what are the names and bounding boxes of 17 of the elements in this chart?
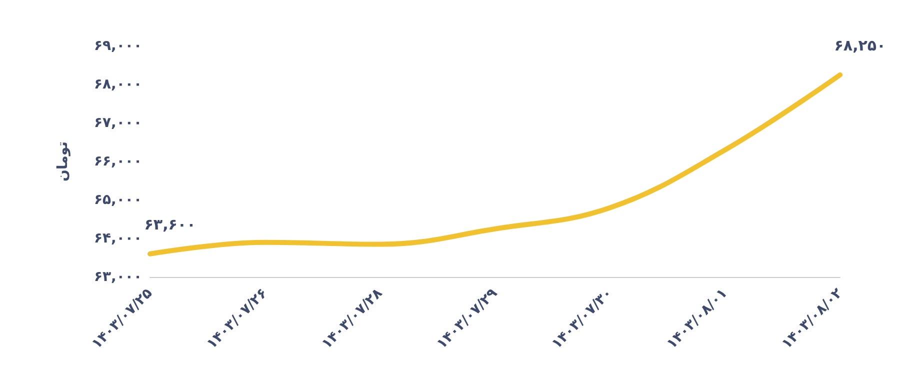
y-tick-label: ۶۸,۰۰۰	[94, 76, 142, 92]
y-tick-label: ۶۵,۰۰۰	[94, 192, 142, 208]
x-tick-label: ۱۴۰۳/۰۷/۲۶	[204, 285, 271, 352]
y-tick-label: ۶۷,۰۰۰	[94, 115, 142, 131]
x-tick-label: ۱۴۰۳/۰۷/۲۸	[318, 285, 386, 352]
x-tick-label: ۱۴۰۳/۰۸/۰۲	[778, 285, 846, 352]
x-tick-label: ۱۴۰۳/۰۷/۲۹	[434, 285, 501, 352]
x-tick-label: ۱۴۰۳/۰۷/۲۵	[88, 285, 156, 352]
y-tick-label: ۶۳,۰۰۰	[94, 269, 142, 285]
y-tick-label: ۶۴,۰۰۰	[94, 230, 142, 246]
data-label: ۶۳,۶۰۰	[144, 215, 196, 234]
y-tick-label: ۶۶,۰۰۰	[94, 154, 142, 170]
y-tick-label: ۶۹,۰۰۰	[94, 38, 142, 54]
y-axis-title: تومان	[55, 142, 71, 182]
x-tick-label: ۱۴۰۳/۰۸/۰۱	[664, 285, 731, 352]
data-label: ۶۸,۲۵۰	[834, 36, 886, 54]
x-tick-label: ۱۴۰۳/۰۷/۳۰	[548, 285, 616, 352]
